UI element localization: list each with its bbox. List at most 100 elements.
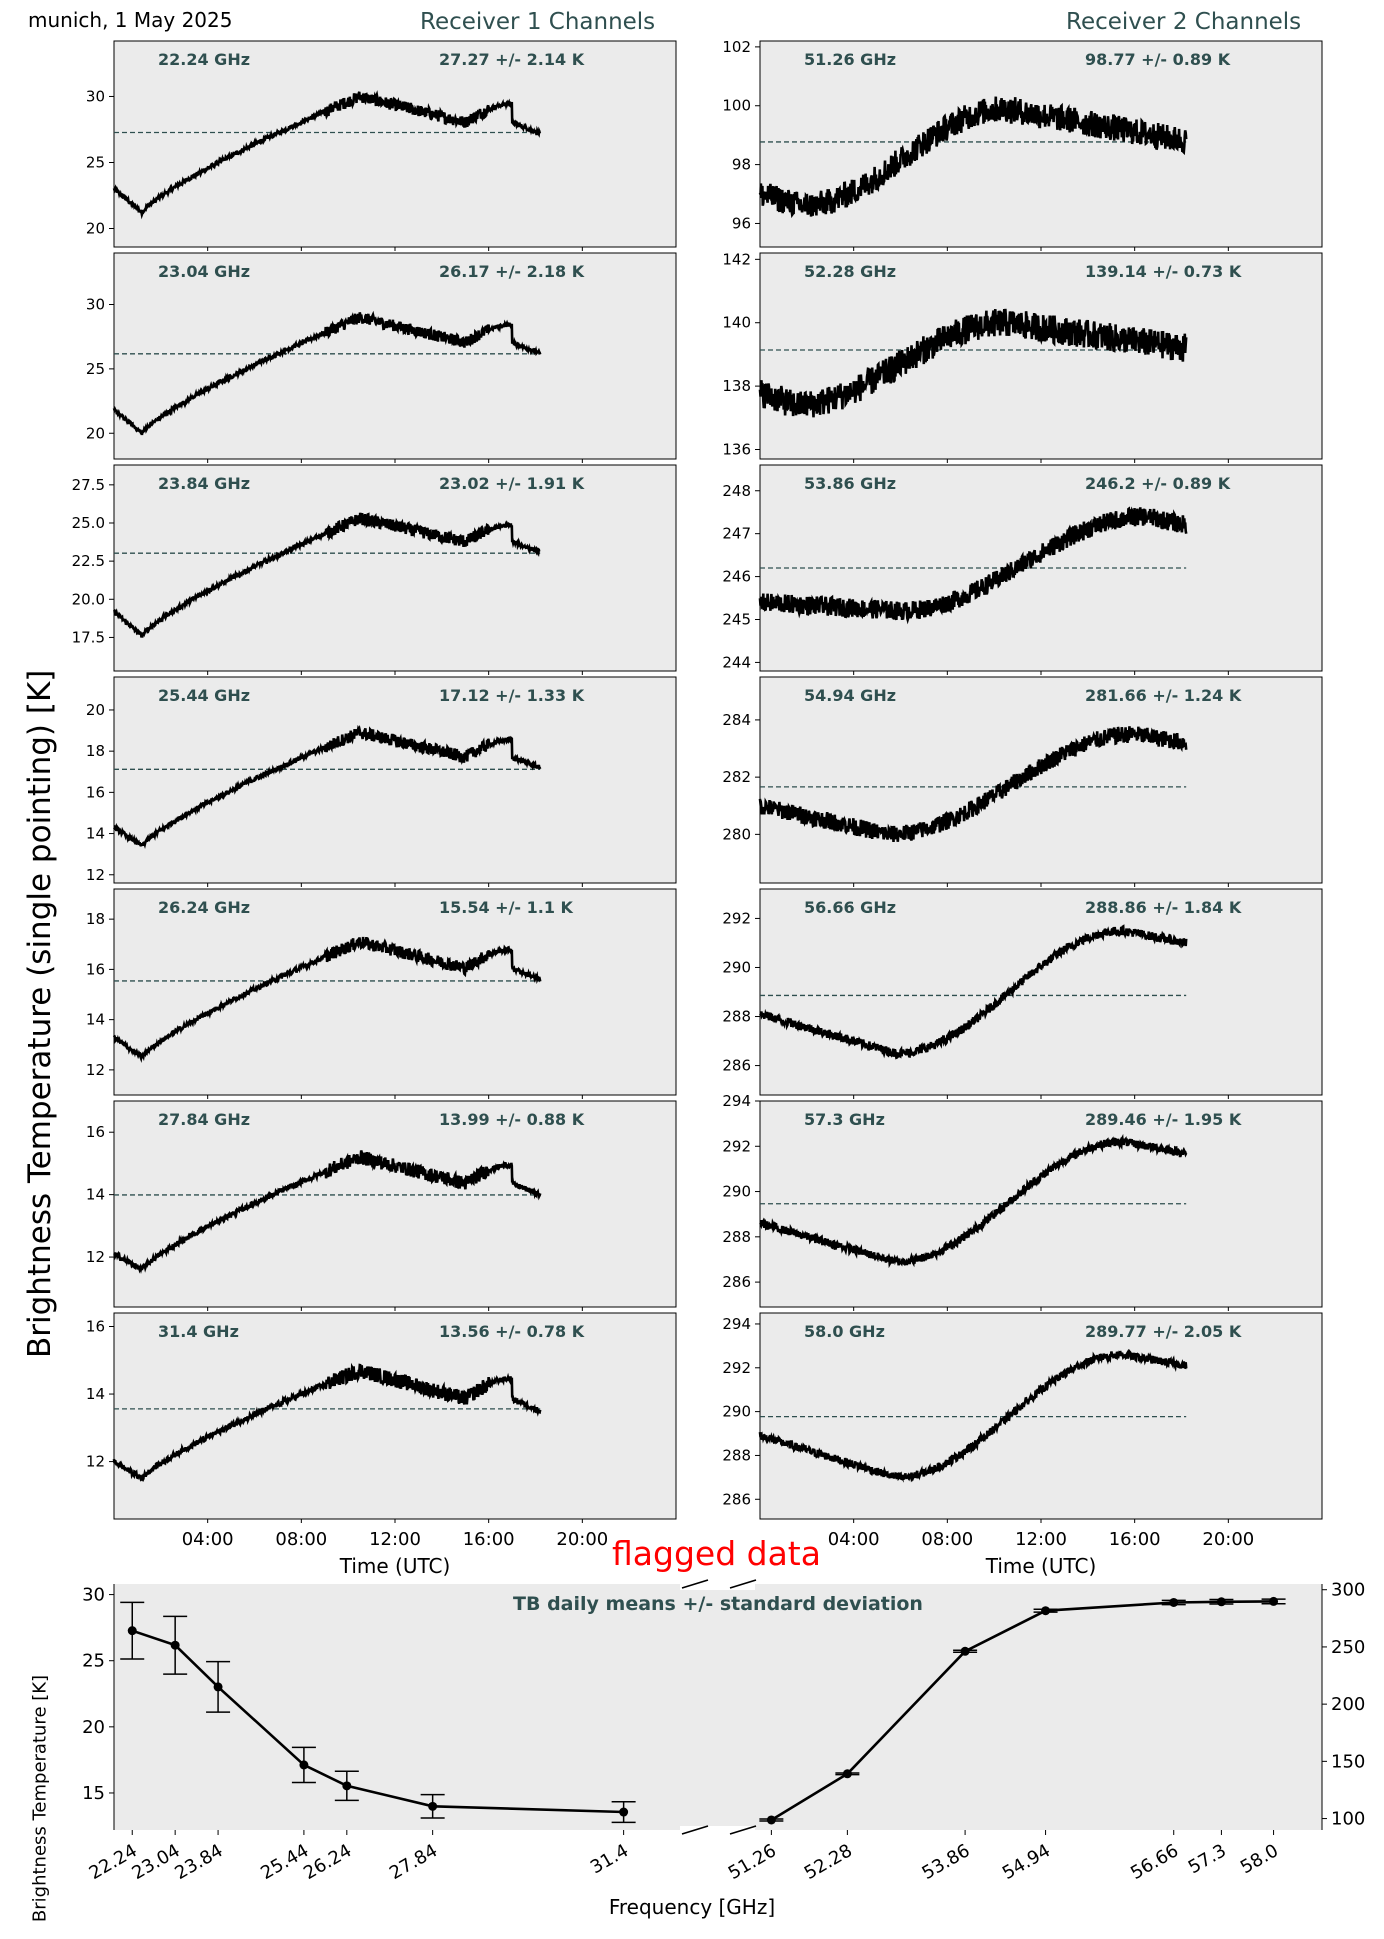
y-tick-label: 16 [86,960,105,978]
frequency-tick-label: 52.28 [801,1840,856,1884]
frequency-tick-label: 51.26 [725,1840,780,1884]
mean-point [842,1769,852,1779]
y-tick-label: 12 [86,1248,105,1266]
y-tick-label: 286 [722,1057,751,1075]
mean-point [619,1807,629,1817]
time-tick-label: 20:00 [556,1529,608,1550]
y-tick-label: 282 [722,768,751,786]
y-tick-label: 18 [86,910,105,928]
y-tick-label: 280 [722,825,751,843]
channel-stat-label: 23.02 +/- 1.91 K [439,474,585,493]
y-tick-label: 16 [86,1123,105,1141]
y-tick-label: 25.0 [72,514,105,532]
channel-stat-label: 15.54 +/- 1.1 K [439,898,574,917]
channel-freq-label: 52.28 GHz [804,262,896,281]
y-tick-label: 20 [82,1717,105,1738]
channel-stat-label: 289.77 +/- 2.05 K [1085,1322,1242,1341]
channel-freq-label: 56.66 GHz [804,898,896,917]
y-tick-label: 12 [86,866,105,884]
frequency-tick-label: 25.44 [257,1840,312,1884]
y-tick-label: 14 [86,1186,105,1204]
channel-freq-label: 51.26 GHz [804,50,896,69]
break-mark [729,1825,757,1835]
break-mark [681,1579,709,1589]
series-line [113,1150,542,1275]
panel-2-3: 244 245 246 247 248 53.86 GHz 246.2 +/- 0.89 K [722,464,1323,675]
y-tick-label: 286 [722,1490,751,1508]
panel-2-4: 280 282 284 54.94 GHz 281.66 +/- 1.24 K [722,676,1323,887]
channel-stat-label: 288.86 +/- 1.84 K [1085,898,1242,917]
y-tick-label: 25 [82,1651,105,1672]
frequency-tick-label: 23.04 [129,1840,184,1884]
time-tick-label: 20:00 [1202,1529,1254,1550]
channel-freq-label: 53.86 GHz [804,474,896,493]
y-tick-label: 27.5 [72,476,105,494]
frequency-tick-label: 22.24 [86,1840,141,1884]
channel-stat-label: 281.66 +/- 1.24 K [1085,686,1242,705]
series-line [112,310,542,436]
panel-frame [113,888,677,1096]
frequency-tick-label: 58.0 [1237,1840,1282,1878]
frequency-tick-label: 27.84 [386,1840,441,1884]
panel-2-5: 286 288 290 292 56.66 GHz 288.86 +/- 1.84 K [722,888,1323,1099]
y-tick-label: 288 [722,1228,751,1246]
y-tick-label: 22.5 [72,552,105,570]
receiver1-title: Receiver 1 Channels [420,9,656,35]
mean-point [1269,1596,1279,1606]
panel-1-5: 12 14 16 18 26.24 GHz 15.54 +/- 1.1 K [86,888,677,1099]
y-tick-label: 245 [722,611,751,629]
time-axis-label: Time (UTC) [985,1554,1097,1578]
panel-2-2: 136 138 140 142 52.28 GHz 139.14 +/- 0.73 K [722,250,1323,463]
receiver2-title: Receiver 2 Channels [1066,9,1302,35]
channel-freq-label: 54.94 GHz [804,686,896,705]
y-tick-label: 12 [86,1061,105,1079]
y-tick-label: 16 [86,783,105,801]
panel-frame [759,252,1323,460]
channel-freq-label: 27.84 GHz [158,1110,250,1129]
mean-point [428,1801,438,1811]
channel-stat-label: 98.77 +/- 0.89 K [1085,50,1231,69]
mean-point [213,1682,223,1692]
channel-freq-label: 25.44 GHz [158,686,250,705]
y-tick-label: 300 [1331,1580,1365,1601]
break-mark [729,1579,757,1589]
series-line [112,512,541,638]
y-tick-label: 12 [86,1453,105,1471]
y-tick-label: 20.0 [72,590,105,608]
y-tick-label: 284 [722,711,751,729]
channel-freq-label: 23.84 GHz [158,474,250,493]
channel-stat-label: 139.14 +/- 0.73 K [1085,262,1242,281]
time-tick-label: 12:00 [1015,1529,1067,1550]
y-tick-label: 248 [722,482,751,500]
channel-freq-label: 26.24 GHz [158,898,250,917]
y-tick-label: 14 [86,1011,105,1029]
y-tick-label: 14 [86,1385,105,1403]
y-tick-label: 20 [86,220,105,238]
y-tick-label: 294 [722,1315,751,1333]
mean-point [342,1781,352,1791]
mean-point [1169,1597,1179,1607]
panel-frame [113,1100,677,1308]
panel-1-6: 12 14 16 27.84 GHz 13.99 +/- 0.88 K [86,1100,677,1311]
series-line [758,726,1188,842]
y-tick-label: 244 [722,653,751,671]
panel-1-4: 12 14 16 18 20 25.44 GHz 17.12 +/- 1.33 K [86,676,677,887]
time-tick-label: 16:00 [463,1529,515,1550]
break-mark [681,1825,709,1835]
y-tick-label: 98 [732,156,751,174]
break-gap-bottom [680,1826,755,1838]
y-tick-label: 292 [722,909,751,927]
channel-stat-label: 17.12 +/- 1.33 K [439,686,585,705]
y-tick-label: 292 [722,1359,751,1377]
panel-2-6: 286 288 290 292 294 57.3 GHz 289.46 +/- 1.95 K [722,1092,1323,1311]
y-tick-label: 100 [1331,1809,1365,1830]
y-tick-label: 292 [722,1137,751,1155]
y-tick-label: 16 [86,1318,105,1336]
time-tick-label: 08:00 [921,1529,973,1550]
channel-freq-label: 58.0 GHz [804,1322,885,1341]
y-tick-label: 138 [722,377,751,395]
time-axis-label: Time (UTC) [339,1554,451,1578]
frequency-tick-label: 54.94 [999,1840,1054,1884]
panel-frame [113,464,677,672]
